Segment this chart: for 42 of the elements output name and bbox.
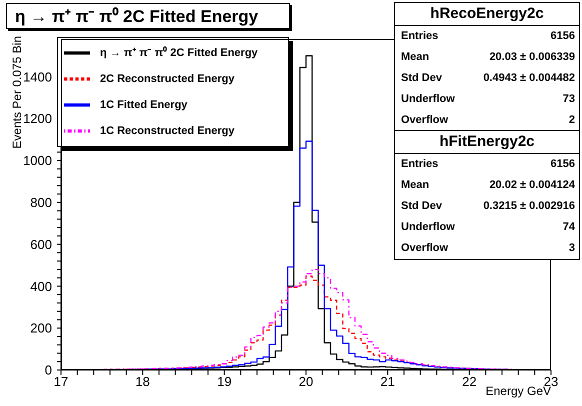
chart-title: η → π⁺ π⁻ π⁰ 2C Fitted Energy (6, 3, 290, 29)
text: 3 (568, 241, 575, 256)
y-tick-label: 1200 (23, 111, 52, 126)
y-tick-label: 0 (44, 362, 52, 378)
annotation: 6156 (550, 157, 575, 172)
legend-label: η → π⁺ π⁻ π⁰ 2C Fitted Energy (100, 46, 258, 59)
annotation: Mean (401, 178, 430, 193)
annotation: Std Dev (401, 199, 442, 214)
y-tick-label: 1000 (23, 153, 52, 168)
legend-label: 1C Reconstructed Energy (100, 124, 234, 137)
text: hRecoEnergy2c (395, 3, 579, 26)
x-tick-label: 21 (380, 374, 395, 390)
annotation: 20.03 ± 0.006339 (489, 50, 575, 65)
annotation: 0.4943 ± 0.004482 (483, 71, 575, 86)
y-tick-label: 800 (30, 195, 52, 210)
x-tick-label: 18 (135, 374, 150, 390)
annotation: hFitEnergy2c (395, 131, 579, 154)
annotation: 0.3215 ± 0.002916 (483, 199, 575, 214)
annotation: 20.02 ± 0.004124 (489, 178, 575, 193)
text: 2 (568, 113, 575, 128)
text: 74 (562, 220, 575, 235)
annotation: Underflow (401, 220, 455, 235)
annotation: Overflow (401, 241, 448, 256)
legend-label: 2C Reconstructed Energy (100, 72, 234, 85)
annotation: Overflow (401, 113, 448, 128)
annotation: Underflow (401, 92, 455, 107)
x-tick-label: 22 (462, 374, 477, 390)
annotation: Std Dev (401, 71, 442, 86)
annotation: 6156 (550, 29, 575, 44)
y-tick-label: 1400 (23, 69, 52, 84)
text: 73 (562, 92, 575, 107)
legend-label: 1C Fitted Energy (100, 98, 188, 111)
y-tick-label: 400 (30, 278, 52, 294)
x-tick-label: 20 (298, 374, 314, 390)
annotation: Mean (401, 50, 430, 65)
y-tick-label: 200 (30, 320, 52, 336)
y-axis-title: Events Per 0.075 Bin (10, 36, 24, 151)
x-tick-label: 17 (54, 374, 68, 390)
annotation: Entries (401, 157, 438, 172)
y-tick-label: 600 (30, 236, 52, 252)
x-tick-label: 19 (217, 374, 232, 390)
annotation: Entries (401, 29, 438, 44)
